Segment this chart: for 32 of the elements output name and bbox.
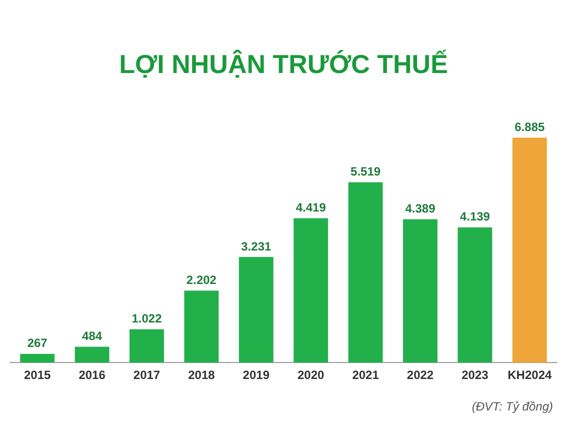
x-tick-label: 2019	[242, 368, 270, 382]
bar	[238, 257, 274, 363]
data-label: 267	[27, 336, 48, 350]
bar	[130, 329, 164, 363]
bar	[20, 354, 55, 363]
data-label: 484	[82, 329, 102, 344]
x-tick-label: 2016	[78, 368, 106, 382]
x-tick-label: 2020	[298, 368, 325, 382]
bar	[458, 227, 492, 363]
text: (ĐVT: Tỷ đồng)	[472, 399, 553, 414]
x-tick-label: 2021	[352, 368, 380, 382]
x-tick-label: 2022	[406, 368, 434, 382]
data-label: 3.231	[241, 239, 272, 254]
data-label: 4.389	[405, 202, 436, 216]
data-label: 4.419	[296, 200, 326, 215]
data-label: 4.139	[460, 210, 490, 224]
bar	[184, 290, 219, 363]
data-label: 6.885	[514, 120, 545, 134]
bar	[294, 218, 328, 363]
bar	[74, 346, 110, 363]
x-tick-label: 2018	[188, 368, 216, 382]
x-tick-label: 2023	[462, 368, 489, 382]
x-tick-label: 2017	[133, 368, 160, 382]
x-tick-label: KH2024	[508, 368, 552, 382]
data-label: 2.202	[186, 272, 217, 287]
data-label: 5.519	[350, 164, 381, 179]
bar	[348, 182, 383, 363]
bar	[403, 219, 438, 363]
bar	[512, 138, 547, 363]
data-label: 1.022	[132, 312, 162, 326]
x-tick-label: 2015	[24, 368, 52, 382]
chart-title: LỢI NHUẬN TRƯỚC THUẾ	[119, 48, 448, 79]
